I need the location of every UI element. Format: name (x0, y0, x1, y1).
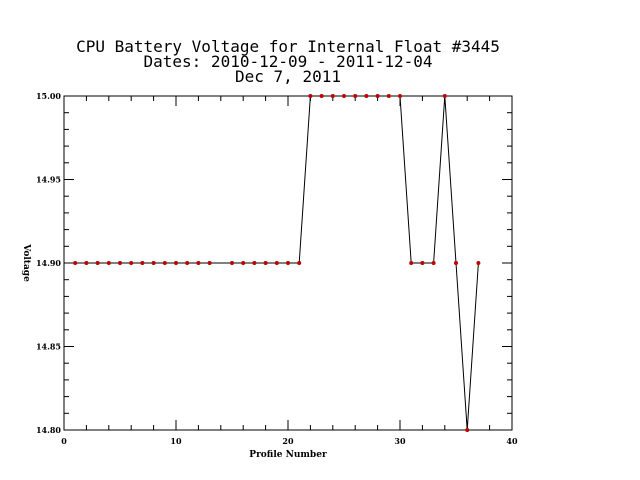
data-point (342, 94, 346, 98)
y-tick-label: 14.90 (36, 258, 61, 268)
data-point (73, 261, 78, 265)
data-point (174, 261, 178, 265)
data-point (375, 94, 380, 98)
data-point (442, 94, 447, 98)
data-point (185, 261, 190, 265)
y-tick-label: 14.80 (36, 425, 61, 435)
data-point (196, 261, 201, 265)
title-line-1: CPU Battery Voltage for Internal Float #… (76, 37, 500, 56)
data-point (353, 94, 358, 98)
data-point (151, 261, 156, 265)
axis-tick-labels: 0 10 20 30 40 14.80 14.85 14.90 14.95 15.00 (36, 91, 518, 446)
data-point (84, 261, 89, 265)
data-point (241, 261, 246, 265)
y-tick-label: 15.00 (36, 91, 61, 101)
data-point (386, 94, 391, 98)
data-point (118, 261, 122, 265)
data-point (364, 94, 369, 98)
data-point (420, 261, 425, 265)
data-point (286, 261, 290, 265)
data-point (106, 261, 111, 265)
x-tick-label: 40 (506, 436, 518, 446)
data-point (263, 261, 268, 265)
data-point (409, 261, 414, 265)
series-markers (73, 94, 481, 432)
data-point (330, 94, 335, 98)
y-tick-label: 14.95 (36, 175, 61, 185)
title-line-3: Dec 7, 2011 (235, 67, 341, 86)
data-point (129, 261, 134, 265)
data-point (162, 261, 167, 265)
x-tick-label: 20 (282, 436, 294, 446)
axis-ticks (63, 95, 513, 431)
data-point (252, 261, 257, 265)
chart-title: CPU Battery Voltage for Internal Float #… (76, 37, 500, 86)
data-point (230, 261, 234, 265)
title-line-2: Dates: 2010-12-09 - 2011-12-04 (144, 52, 433, 71)
data-point (398, 94, 402, 98)
data-point (465, 428, 470, 432)
data-point (274, 261, 279, 265)
data-point (454, 261, 458, 265)
data-point (319, 94, 324, 98)
data-point (207, 261, 212, 265)
data-point (308, 94, 313, 98)
data-point (297, 261, 302, 265)
data-point (95, 261, 100, 265)
data-point (140, 261, 145, 265)
x-tick-label: 0 (61, 436, 67, 446)
data-point (431, 261, 436, 265)
x-tick-label: 10 (170, 436, 182, 446)
x-tick-label: 30 (394, 436, 406, 446)
x-axis-label: Profile Number (249, 450, 327, 460)
data-point (476, 261, 481, 265)
y-axis-label: Voltage (21, 243, 31, 282)
y-tick-label: 14.85 (36, 342, 61, 352)
